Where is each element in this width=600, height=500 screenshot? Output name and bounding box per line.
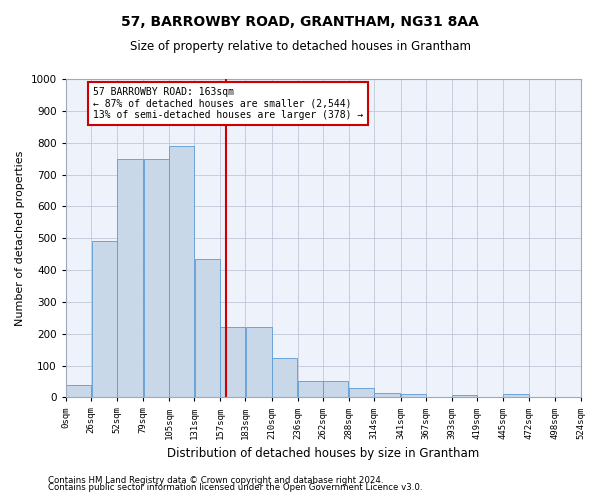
Bar xyxy=(246,328,272,398)
Text: Size of property relative to detached houses in Grantham: Size of property relative to detached ho… xyxy=(130,40,470,53)
Bar xyxy=(374,392,400,398)
Bar xyxy=(194,259,220,398)
Bar xyxy=(169,146,194,398)
Text: Contains HM Land Registry data © Crown copyright and database right 2024.: Contains HM Land Registry data © Crown c… xyxy=(48,476,383,485)
Bar xyxy=(401,394,426,398)
Text: 57, BARROWBY ROAD, GRANTHAM, NG31 8AA: 57, BARROWBY ROAD, GRANTHAM, NG31 8AA xyxy=(121,15,479,29)
Bar xyxy=(503,394,529,398)
Bar xyxy=(452,395,477,398)
Bar xyxy=(323,381,349,398)
Bar xyxy=(298,381,323,398)
Bar xyxy=(92,242,116,398)
Text: Contains public sector information licensed under the Open Government Licence v3: Contains public sector information licen… xyxy=(48,484,422,492)
Bar xyxy=(143,158,169,398)
Text: 57 BARROWBY ROAD: 163sqm
← 87% of detached houses are smaller (2,544)
13% of sem: 57 BARROWBY ROAD: 163sqm ← 87% of detach… xyxy=(93,87,364,120)
Bar xyxy=(117,159,143,398)
Bar xyxy=(272,358,298,398)
Bar xyxy=(66,384,91,398)
Bar xyxy=(220,328,245,398)
Y-axis label: Number of detached properties: Number of detached properties xyxy=(15,150,25,326)
X-axis label: Distribution of detached houses by size in Grantham: Distribution of detached houses by size … xyxy=(167,447,479,460)
Bar xyxy=(349,388,374,398)
